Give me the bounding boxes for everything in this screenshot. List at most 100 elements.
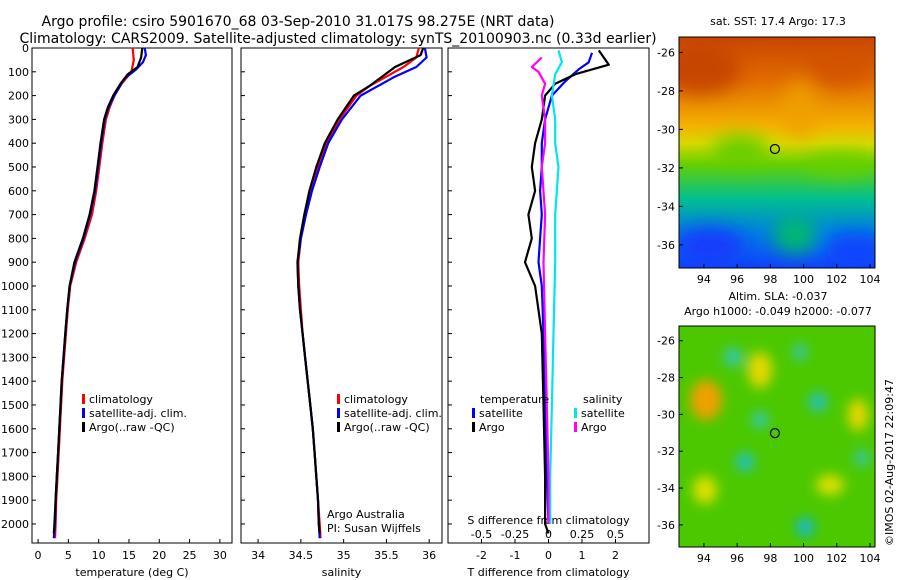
x-tick-label: 0 — [35, 549, 42, 562]
x-tick-label: 100 — [793, 273, 814, 286]
salinity-chart: 34 34.5 35 35.5 36 salinity climatologysatelli… — [241, 47, 442, 579]
s-tick-label: 0 — [545, 528, 552, 541]
profile-location-marker — [769, 143, 781, 155]
x-tick-label: 104 — [860, 273, 881, 286]
y-tick-label: 1400 — [1, 375, 29, 388]
sst-green-patch — [805, 153, 875, 177]
legend-swatch — [337, 422, 340, 432]
sst-cold-patch — [825, 234, 875, 266]
x-tick-label: -1 — [510, 549, 521, 562]
legend-label: Argo(..raw -QC) — [344, 421, 430, 434]
x-tick-label: -2 — [476, 549, 487, 562]
x-axis-label: T difference from climatology — [467, 566, 630, 579]
y-tick-label: 2000 — [1, 518, 29, 531]
x-tick-label: 35 — [337, 549, 351, 562]
legend-label: satellite-adj. clim. — [89, 407, 187, 420]
x-tick-label: 10 — [92, 549, 106, 562]
s-tick-label: -0.25 — [501, 528, 529, 541]
header-line-2: Climatology: CARS2009. Satellite-adjuste… — [19, 31, 656, 47]
legend-swatch — [337, 408, 340, 418]
series-line-clim — [53, 47, 135, 539]
y-tick-label: -28 — [657, 85, 675, 98]
sla-low-patch — [855, 450, 869, 466]
series-line-argo — [296, 47, 425, 534]
x-axis-label: salinity — [322, 566, 362, 579]
sst-warm-patch — [679, 45, 740, 95]
sla-high-patch — [693, 476, 717, 504]
sla-field — [679, 326, 875, 547]
legend-swatch — [574, 422, 577, 432]
y-tick-label: 1800 — [1, 470, 29, 483]
x-tick-label: 104 — [860, 552, 881, 565]
x-tick-label: 34 — [251, 549, 265, 562]
x-tick-label: 102 — [826, 273, 847, 286]
x-tick-label: 98 — [763, 273, 777, 286]
y-tick-label: 1900 — [1, 494, 29, 507]
x-tick-label: 2 — [612, 549, 619, 562]
sst-map: sat. SST: 17.4 Argo: 17.3 — [678, 15, 876, 269]
sla-high-patch — [848, 399, 868, 431]
y-tick-label: -30 — [657, 408, 675, 421]
y-tick-label: -34 — [657, 482, 675, 495]
y-tick-label: 700 — [8, 209, 29, 222]
sla-high-patch — [690, 380, 722, 420]
sst-map-frame — [678, 36, 876, 269]
y-tick-label: -36 — [657, 519, 675, 532]
legend-label: Argo(..raw -QC) — [89, 421, 175, 434]
x-tick-label: 100 — [793, 552, 814, 565]
x-tick-label: 102 — [826, 552, 847, 565]
x-axis-label: temperature (deg C) — [75, 566, 188, 579]
sla-map-subtitle: Argo h1000: -0.049 h2000: -0.077 — [684, 305, 872, 318]
header-line-1: Argo profile: csiro 5901670_68 03-Sep-20… — [42, 14, 555, 30]
credit-line-2: PI: Susan Wijffels — [327, 522, 421, 535]
sst-warm-patch — [805, 43, 875, 87]
profile-location-marker — [769, 428, 781, 439]
y-tick-label: -32 — [657, 445, 675, 458]
sla-high-patch — [816, 475, 844, 495]
y-tick-label: 1200 — [1, 328, 29, 341]
sla-map-axes: 94 96 98 100 102 104 -26 -28 -30 -32 -34 -36 — [657, 335, 880, 565]
s-tick-label: -0.5 — [471, 528, 492, 541]
credit-line-1: Argo Australia — [327, 508, 405, 521]
legend-label: satellite — [581, 407, 625, 420]
y-tick-label: 500 — [8, 161, 29, 174]
y-tick-label: 900 — [8, 256, 29, 269]
series-line-argo — [52, 47, 144, 534]
y-tick-label: -26 — [657, 335, 675, 348]
y-tick-label: 100 — [8, 66, 29, 79]
x-tick-label: 5 — [65, 549, 72, 562]
x-tick-label: 34.5 — [289, 549, 314, 562]
sla-low-patch — [724, 348, 742, 366]
y-tick-label: 300 — [8, 113, 29, 126]
legend-swatch — [574, 408, 577, 418]
sla-map-title: Altim. SLA: -0.037 — [728, 290, 827, 303]
legend-label: satellite — [479, 407, 523, 420]
sst-map-axes: 94 96 98 100 102 104 -26 -28 -30 -32 -34 -36 — [657, 46, 880, 286]
x-tick-label: 94 — [697, 273, 711, 286]
x-tick-label: 35.5 — [374, 549, 399, 562]
x-tick-label: 36 — [422, 549, 436, 562]
sst-cold-patch — [679, 227, 745, 263]
y-tick-label: -34 — [657, 200, 675, 213]
y-tick-label: -26 — [657, 46, 675, 59]
legend-label: climatology — [89, 393, 153, 406]
s-tick-label: 0.5 — [607, 528, 625, 541]
legend-swatch — [82, 422, 85, 432]
temperature-plot-frame — [31, 47, 233, 544]
x-tick-label: 20 — [152, 549, 166, 562]
sst-map-title: sat. SST: 17.4 Argo: 17.3 — [710, 15, 846, 28]
x-tick-label: 1 — [579, 549, 586, 562]
salinity-plot-frame — [240, 47, 443, 544]
y-tick-label: 1600 — [1, 423, 29, 436]
legend-label: satellite-adj. clim. — [344, 407, 442, 420]
x-tick-label: 15 — [122, 549, 136, 562]
y-tick-label: 1300 — [1, 351, 29, 364]
y-tick-label: 1000 — [1, 280, 29, 293]
sla-low-patch — [736, 453, 754, 471]
legend-swatch — [82, 394, 85, 404]
y-tick-label: 1100 — [1, 304, 29, 317]
sst-warm-patch — [782, 80, 818, 140]
x-tick-label: 25 — [183, 549, 197, 562]
series-line-sat_s — [549, 50, 563, 524]
